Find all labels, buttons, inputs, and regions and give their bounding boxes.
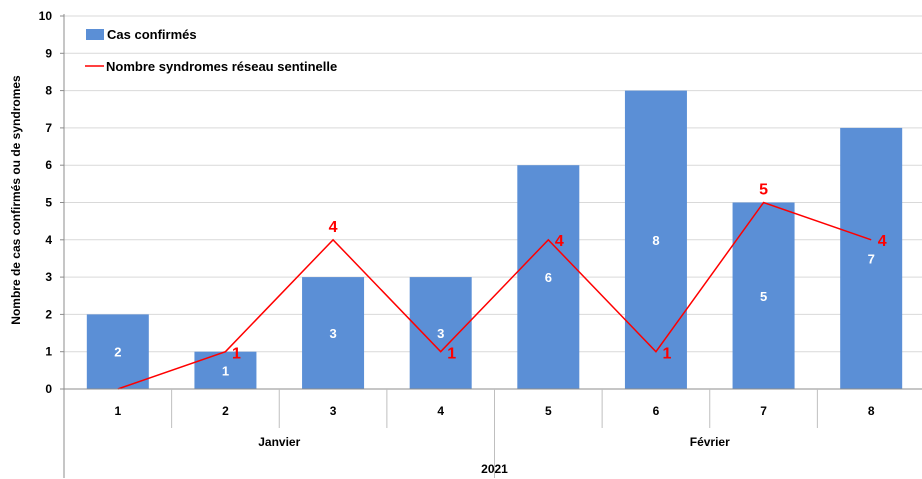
bar [194, 351, 257, 389]
y-tick-label: 8 [45, 84, 52, 98]
line-data-label: 4 [878, 233, 887, 250]
line-data-label: 1 [662, 346, 671, 363]
legend: Cas confirmés Nombre syndromes réseau sen… [85, 27, 337, 74]
bar [517, 165, 580, 389]
y-tick-label: 10 [39, 9, 53, 23]
bar [409, 277, 472, 389]
x-tick-label: 8 [868, 404, 875, 418]
bar [624, 90, 687, 389]
y-tick-label: 3 [45, 270, 52, 284]
x-axis: 1 2 3 4 5 6 7 8 Janvier Février 2021 [64, 388, 922, 478]
x-tick-label: 7 [760, 404, 767, 418]
grid-lines [64, 15, 922, 353]
bar-data-label: 8 [652, 233, 659, 248]
x-tick-label: 2 [222, 404, 229, 418]
y-tick-label: 1 [45, 345, 52, 359]
bar [840, 127, 903, 390]
syndromes-line [117, 201, 872, 390]
y-tick-label: 0 [45, 382, 52, 396]
x-year-label: 2021 [481, 462, 508, 476]
y-tick-label: 6 [45, 158, 52, 172]
legend-label: Cas confirmés [107, 27, 197, 42]
line-data-label: 4 [329, 219, 338, 236]
y-axis-label: Nombre de cas confirmés ou de syndromes [9, 75, 23, 325]
y-tick-label: 5 [45, 196, 52, 210]
legend-bar-swatch [86, 29, 104, 40]
bar [302, 277, 365, 389]
x-tick-label: 1 [114, 404, 121, 418]
y-axis: 0 1 2 3 4 5 6 7 8 9 10 [39, 9, 65, 478]
bar-data-label: 3 [329, 326, 336, 341]
bar-data-label: 3 [437, 326, 444, 341]
line-data-label: 1 [232, 346, 241, 363]
x-group-label: Janvier [258, 435, 300, 449]
line-data-label: 5 [759, 182, 768, 199]
bar [86, 314, 149, 389]
bar-data-label: 6 [545, 270, 552, 285]
bar [732, 202, 795, 389]
x-tick-label: 4 [437, 404, 444, 418]
bar-data-label: 5 [760, 289, 767, 304]
line-data-label: 4 [555, 233, 564, 250]
legend-label: Nombre syndromes réseau sentinelle [106, 59, 337, 74]
x-tick-label: 3 [330, 404, 337, 418]
y-tick-label: 9 [45, 46, 52, 60]
bar-data-label: 7 [868, 251, 875, 266]
y-tick-label: 4 [45, 233, 52, 247]
bar-data-label: 2 [114, 345, 121, 360]
y-tick-label: 7 [45, 121, 52, 135]
line-series: 1 4 1 4 1 5 4 [117, 182, 887, 390]
y-tick-label: 2 [45, 307, 52, 321]
x-group-label: Février [690, 435, 730, 449]
x-tick-label: 6 [653, 404, 660, 418]
x-tick-label: 5 [545, 404, 552, 418]
line-data-label: 1 [447, 346, 456, 363]
bar-data-label: 1 [222, 363, 229, 378]
